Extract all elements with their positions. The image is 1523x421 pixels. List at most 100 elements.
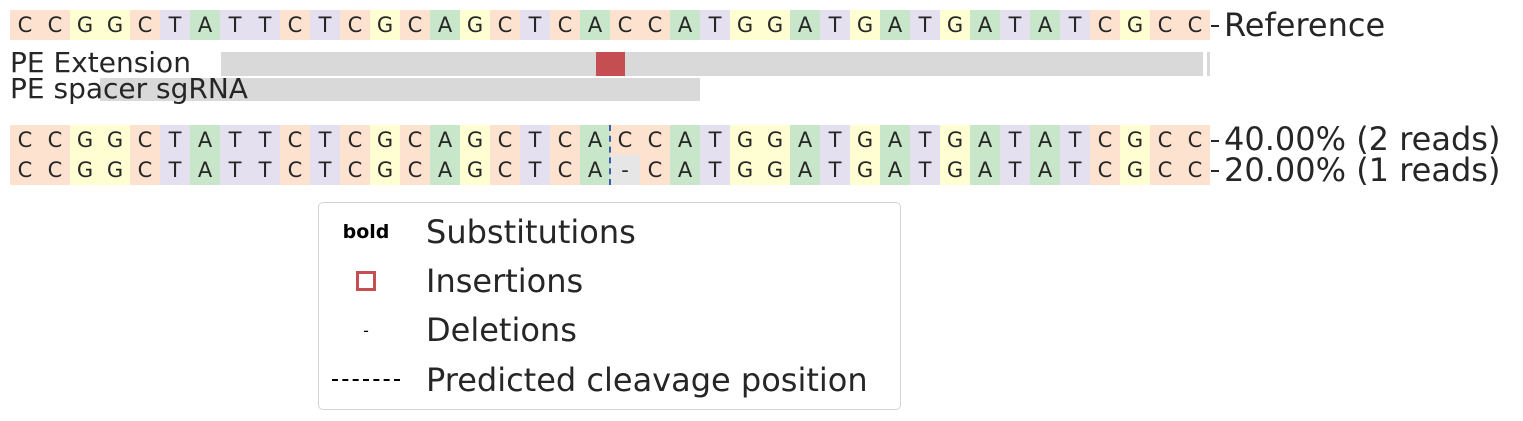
reference-base-3: G (70, 10, 100, 40)
allele-2-base-38: G (1120, 155, 1150, 185)
legend-label-deletions: Deletions (426, 311, 577, 349)
allele-1-base-28: T (820, 125, 850, 155)
reference-base-9: T (250, 10, 280, 40)
reference-base-19: C (550, 10, 580, 40)
pe-spacer-sgrna-label: PE spacer sgRNA (10, 72, 248, 105)
allele-1-base-32: G (940, 125, 970, 155)
pe-extension-bar-end (1207, 52, 1210, 76)
allele-1-base-13: G (370, 125, 400, 155)
allele-1-base-21: C (610, 125, 640, 155)
legend-item-substitutions: bold Substitutions (319, 212, 899, 252)
reference-base-24: T (700, 10, 730, 40)
allele-2-base-24: T (700, 155, 730, 185)
allele-1-base-12: C (340, 125, 370, 155)
reference-base-31: T (910, 10, 940, 40)
legend-label-substitutions: Substitutions (426, 213, 636, 251)
allele-1-base-1: C (10, 125, 40, 155)
allele-1-base-39: C (1150, 125, 1180, 155)
allele-2-base-10: C (280, 155, 310, 185)
reference-base-23: A (670, 10, 700, 40)
allele-1-base-5: C (130, 125, 160, 155)
allele-2-base-17: C (490, 155, 520, 185)
allele-2-base-15: A (430, 155, 460, 185)
allele-2-base-16: G (460, 155, 490, 185)
allele-1-base-18: T (520, 125, 550, 155)
reference-base-37: C (1090, 10, 1120, 40)
allele-2-base-26: G (760, 155, 790, 185)
allele-1-base-19: C (550, 125, 580, 155)
reference-base-40: C (1180, 10, 1210, 40)
allele-1-base-33: A (970, 125, 1000, 155)
allele-1-base-6: T (160, 125, 190, 155)
allele-2-base-30: A (880, 155, 910, 185)
reference-base-15: A (430, 10, 460, 40)
allele-2-base-36: T (1060, 155, 1090, 185)
allele-2-base-1: C (10, 155, 40, 185)
allele-2-base-8: T (220, 155, 250, 185)
reference-base-16: G (460, 10, 490, 40)
reference-base-8: T (220, 10, 250, 40)
legend-symbol-bold: bold (331, 212, 401, 252)
legend-symbol-insertion (331, 261, 401, 301)
legend-item-deletions: - Deletions (319, 310, 899, 350)
reference-base-25: G (730, 10, 760, 40)
allele-2-base-33: A (970, 155, 1000, 185)
pe-extension-insertion-mark (596, 52, 625, 76)
allele-label-1: 40.00% (2 reads) (1224, 120, 1501, 158)
reference-base-4: G (100, 10, 130, 40)
reference-label: Reference (1224, 6, 1386, 44)
reference-base-7: A (190, 10, 220, 40)
legend-label-insertions: Insertions (426, 262, 584, 300)
allele-2-base-27: A (790, 155, 820, 185)
allele-1-base-27: A (790, 125, 820, 155)
reference-base-27: A (790, 10, 820, 40)
allele-2-base-9: T (250, 155, 280, 185)
allele-1-base-38: G (1120, 125, 1150, 155)
allele-1-base-26: G (760, 125, 790, 155)
reference-base-30: A (880, 10, 910, 40)
allele-1-base-36: T (1060, 125, 1090, 155)
allele-1-base-37: C (1090, 125, 1120, 155)
allele-1-base-7: A (190, 125, 220, 155)
deletion-dash-icon: - (363, 320, 369, 340)
allele-2-base-37: C (1090, 155, 1120, 185)
allele-tick-2 (1211, 170, 1219, 172)
reference-base-2: C (40, 10, 70, 40)
allele-2-base-39: C (1150, 155, 1180, 185)
pe-extension-bar (221, 52, 1203, 76)
allele-1-base-11: T (310, 125, 340, 155)
allele-2-base-4: G (100, 155, 130, 185)
allele-1-base-14: C (400, 125, 430, 155)
insertion-box-icon (356, 271, 376, 291)
reference-base-20: A (580, 10, 610, 40)
allele-2-base-13: G (370, 155, 400, 185)
allele-2-base-18: T (520, 155, 550, 185)
allele-2-base-31: T (910, 155, 940, 185)
allele-2-base-23: A (670, 155, 700, 185)
reference-base-5: C (130, 10, 160, 40)
reference-base-18: T (520, 10, 550, 40)
allele-1-base-3: G (70, 125, 100, 155)
allele-1-base-23: A (670, 125, 700, 155)
reference-base-29: G (850, 10, 880, 40)
legend-symbol-cleavage (331, 360, 401, 400)
allele-1-base-29: G (850, 125, 880, 155)
allele-1-base-31: T (910, 125, 940, 155)
reference-base-6: T (160, 10, 190, 40)
reference-base-26: G (760, 10, 790, 40)
allele-1-base-4: G (100, 125, 130, 155)
reference-base-38: G (1120, 10, 1150, 40)
allele-2-base-12: C (340, 155, 370, 185)
reference-base-22: C (640, 10, 670, 40)
reference-tick (1211, 25, 1219, 27)
allele-1-base-34: T (1000, 125, 1030, 155)
allele-label-2: 20.00% (1 reads) (1224, 151, 1501, 189)
legend-item-cleavage: Predicted cleavage position (319, 360, 899, 400)
allele-2-base-14: C (400, 155, 430, 185)
allele-1-base-2: C (40, 125, 70, 155)
reference-base-32: G (940, 10, 970, 40)
allele-1-base-15: A (430, 125, 460, 155)
bold-icon: bold (342, 221, 390, 243)
allele-2-base-35: A (1030, 155, 1060, 185)
allele-2-base-2: C (40, 155, 70, 185)
